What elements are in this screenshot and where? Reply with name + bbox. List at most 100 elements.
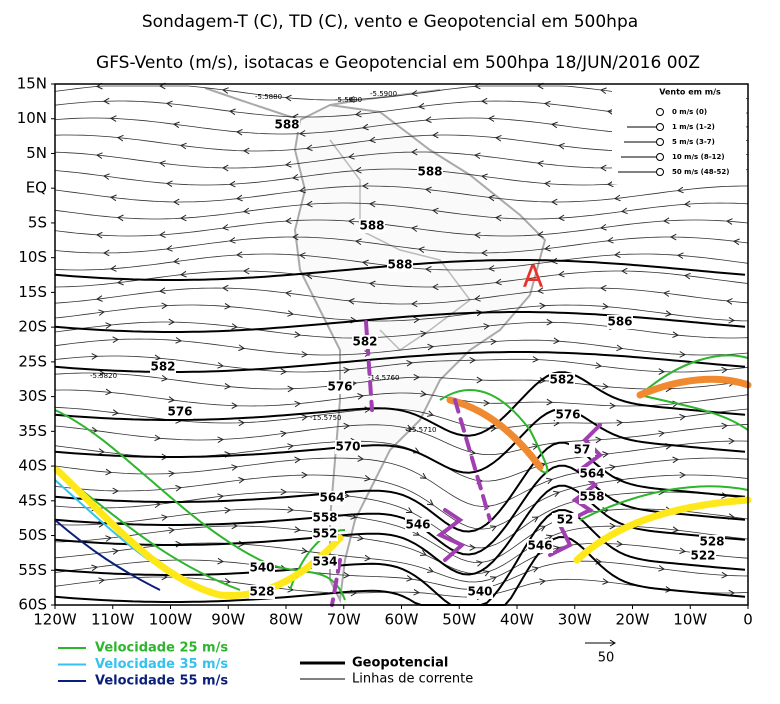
isotach-25	[579, 485, 749, 521]
lat-label: 5N	[26, 144, 47, 162]
streamline	[54, 287, 749, 305]
stream-arrow	[546, 318, 554, 326]
stream-arrow	[557, 214, 565, 222]
contour-label: 586	[607, 315, 632, 329]
stream-arrow	[725, 298, 733, 305]
contour-label: 576	[167, 405, 192, 419]
label-bg	[699, 535, 725, 549]
station-label: -5.5820	[90, 372, 117, 380]
stream-arrow	[179, 214, 187, 222]
contour-label: 522	[690, 549, 715, 563]
stream-arrow	[683, 272, 691, 280]
stream-arrow	[224, 382, 232, 390]
stream-arrow	[613, 251, 621, 258]
stream-arrow	[679, 471, 687, 479]
stream-arrow	[154, 354, 162, 362]
stream-arrow	[616, 476, 624, 484]
stream-arrow	[364, 554, 372, 562]
stream-arrow	[109, 115, 117, 122]
stream-arrow	[294, 456, 302, 464]
contour-label: 540	[249, 561, 274, 575]
stream-arrow	[672, 456, 680, 464]
stream-arrow	[116, 278, 124, 286]
isotach-55	[54, 519, 161, 591]
stream-arrow	[109, 194, 117, 202]
contour-label: 576	[555, 408, 580, 422]
stream-arrow	[361, 259, 369, 267]
stream-arrow	[354, 166, 362, 174]
isotach-25	[639, 394, 749, 431]
wind-symbol	[656, 138, 664, 146]
contour-label: 528	[249, 585, 274, 599]
stream-arrow	[105, 388, 113, 396]
stream-arrow	[231, 464, 239, 471]
stream-arrow	[480, 97, 488, 105]
stream-arrow	[536, 231, 544, 238]
stream-arrow	[427, 343, 435, 351]
stream-arrow	[532, 356, 540, 363]
stream-arrow	[112, 548, 120, 555]
stream-arrow	[620, 207, 628, 215]
stream-arrow	[221, 87, 229, 94]
stream-arrow	[494, 278, 502, 286]
stream-arrow	[679, 351, 687, 358]
lat-label: 40S	[18, 457, 47, 475]
stream-arrow	[175, 337, 183, 344]
streamline	[54, 508, 749, 564]
high-marker: A	[523, 260, 544, 295]
stream-arrow	[301, 351, 309, 358]
stream-arrow	[426, 499, 434, 506]
stream-arrow	[347, 218, 355, 225]
stream-arrow	[676, 252, 684, 259]
lon-label: 60W	[385, 611, 419, 629]
stream-arrow	[424, 266, 432, 273]
stream-arrow	[413, 316, 421, 324]
label-bg	[249, 561, 275, 575]
isotach-25	[439, 389, 549, 474]
isotach-25	[54, 409, 346, 601]
stream-arrow	[413, 588, 421, 596]
contour-label: 558	[312, 511, 337, 525]
streamline	[54, 474, 749, 530]
streamline	[54, 338, 749, 356]
stream-arrow	[161, 374, 169, 382]
stream-arrow	[489, 525, 497, 532]
contour-label: 534	[312, 555, 337, 569]
stream-arrow	[347, 96, 355, 103]
stream-arrow	[431, 283, 439, 291]
stream-arrow	[238, 476, 246, 484]
stream-arrow	[98, 577, 106, 584]
stream-arrow	[599, 164, 607, 172]
stream-arrow	[175, 540, 183, 548]
stream-arrow	[543, 244, 551, 252]
stream-arrow	[291, 173, 299, 181]
wind-entry: 50 m/s (48-52)	[672, 168, 729, 176]
stream-arrow	[665, 310, 673, 317]
stream-arrow	[217, 493, 225, 501]
stream-arrow	[235, 251, 243, 258]
stream-arrow	[483, 323, 491, 330]
stream-arrow	[109, 265, 117, 272]
wind-legend-title: Vento em m/s	[659, 88, 721, 97]
label-bg	[579, 490, 605, 504]
stream-arrow	[602, 578, 610, 585]
label-bg	[312, 555, 338, 569]
stream-arrow	[242, 147, 250, 155]
streamline	[54, 202, 749, 220]
contour-label: 564	[579, 467, 604, 481]
lon-label: 0	[743, 611, 753, 629]
stream-arrow	[287, 443, 295, 450]
label-bg	[417, 165, 443, 179]
stream-arrow	[343, 571, 351, 579]
trough-axis	[453, 398, 492, 522]
lat-label: 10S	[18, 248, 47, 266]
stream-arrow	[112, 409, 120, 416]
stream-arrow	[410, 300, 418, 308]
label-bg	[249, 585, 275, 599]
stream-arrow	[427, 566, 434, 573]
stream-arrow	[410, 90, 418, 97]
jet-axis	[573, 496, 752, 564]
stream-arrow	[536, 160, 544, 168]
line-legend-label: Geopotencial	[352, 656, 448, 671]
stream-arrow	[487, 265, 495, 272]
